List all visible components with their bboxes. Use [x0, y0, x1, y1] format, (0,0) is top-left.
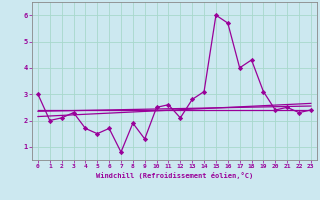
- X-axis label: Windchill (Refroidissement éolien,°C): Windchill (Refroidissement éolien,°C): [96, 172, 253, 179]
